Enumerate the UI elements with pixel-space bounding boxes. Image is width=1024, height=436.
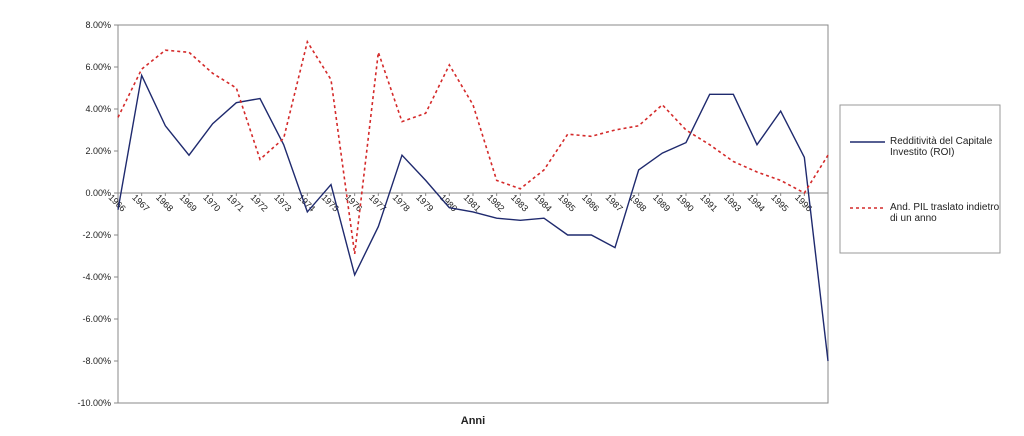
x-tick-label: 1982 bbox=[485, 192, 506, 213]
legend-label: And. PIL traslato indietro di un anno bbox=[890, 202, 1000, 224]
x-tick-label: 1993 bbox=[722, 192, 743, 213]
plot-frame bbox=[117, 24, 829, 404]
series-line bbox=[117, 73, 829, 362]
x-tick-label: 1987 bbox=[604, 192, 625, 213]
y-tick-label: 2.00% bbox=[85, 146, 111, 156]
y-tick-label: -2.00% bbox=[82, 230, 111, 240]
y-tick-label: 6.00% bbox=[85, 62, 111, 72]
x-tick-label: 1970 bbox=[201, 192, 222, 213]
x-tick-label: 1968 bbox=[154, 192, 175, 213]
x-tick-label: 1989 bbox=[651, 192, 672, 213]
x-tick-label: 1967 bbox=[130, 192, 151, 213]
y-tick-label: -10.00% bbox=[77, 398, 111, 408]
x-tick-label: 1984 bbox=[533, 192, 554, 213]
x-tick-label: 1995 bbox=[769, 192, 790, 213]
x-tick-label: 1985 bbox=[556, 192, 577, 213]
y-tick-label: 4.00% bbox=[85, 104, 111, 114]
x-axis-label: Anni bbox=[461, 415, 485, 427]
x-tick-label: 1978 bbox=[391, 192, 412, 213]
x-tick-label: 1990 bbox=[675, 192, 696, 213]
legend-box bbox=[839, 104, 1001, 254]
x-tick-label: 1973 bbox=[272, 192, 293, 213]
y-tick-label: -8.00% bbox=[82, 356, 111, 366]
x-tick-label: 1994 bbox=[746, 192, 767, 213]
x-tick-label: 1972 bbox=[249, 192, 270, 213]
x-tick-label: 1971 bbox=[225, 192, 246, 213]
x-tick-label: 1983 bbox=[509, 192, 530, 213]
x-tick-label: 1979 bbox=[414, 192, 435, 213]
series-line bbox=[117, 39, 829, 255]
y-tick-label: -4.00% bbox=[82, 272, 111, 282]
y-tick-label: 8.00% bbox=[85, 20, 111, 30]
x-tick-label: 1977 bbox=[367, 192, 388, 213]
y-tick-label: 0.00% bbox=[85, 188, 111, 198]
x-tick-label: 1986 bbox=[580, 192, 601, 213]
legend-label: Redditività del Capitale Investito (ROI) bbox=[890, 136, 993, 158]
y-tick-label: -6.00% bbox=[82, 314, 111, 324]
x-tick-label: 1969 bbox=[178, 192, 199, 213]
x-tick-label: 1991 bbox=[698, 192, 719, 213]
x-tick-label: 1966 bbox=[107, 192, 128, 213]
x-tick-label: 1980 bbox=[438, 192, 459, 213]
